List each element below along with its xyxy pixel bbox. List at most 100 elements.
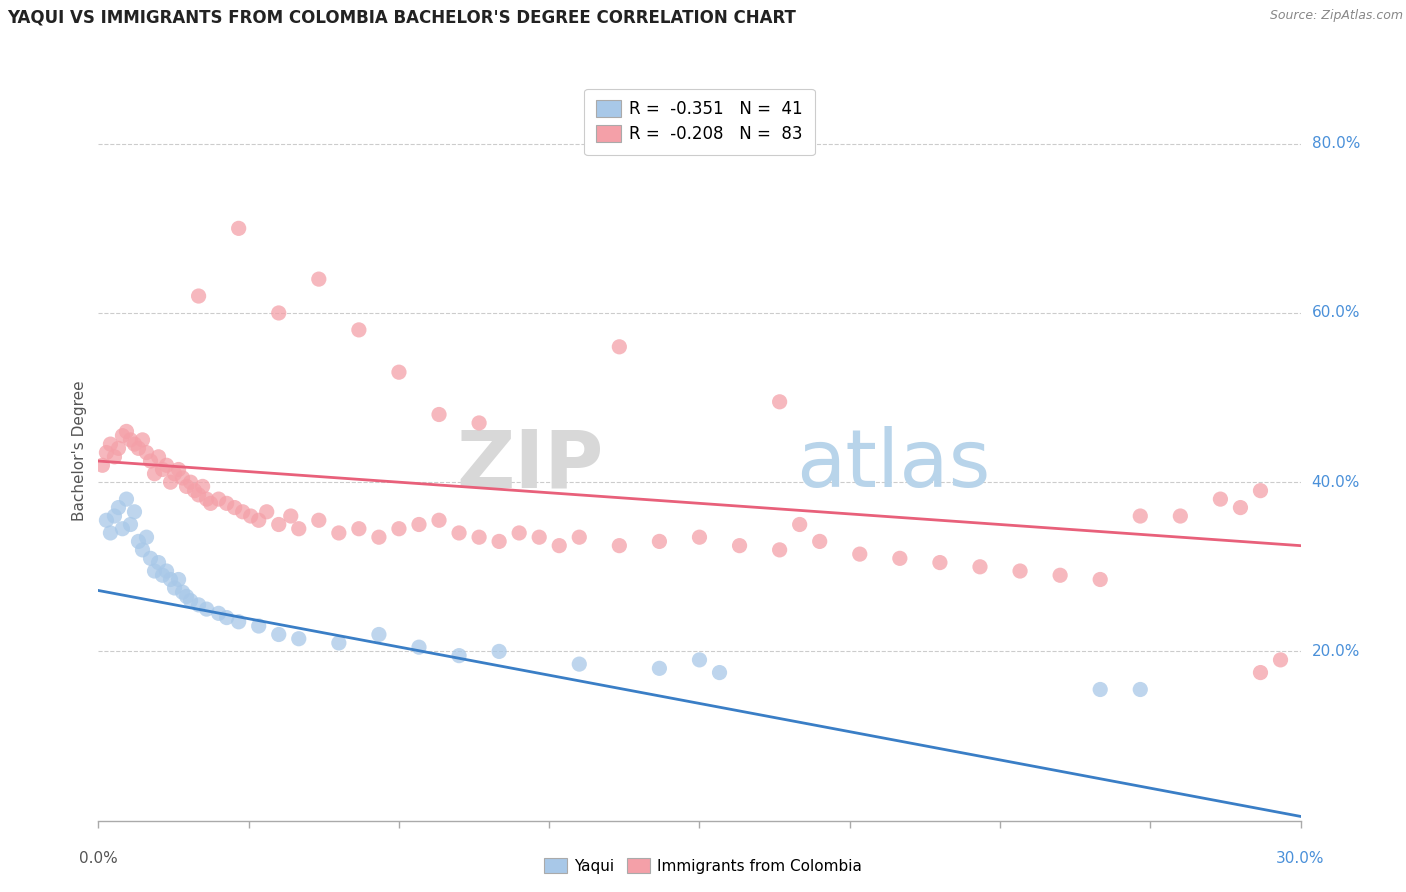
Point	[159, 475, 181, 490]
Point	[155, 564, 177, 578]
Point	[388, 522, 411, 536]
Point	[155, 458, 177, 473]
Text: 0.0%: 0.0%	[79, 851, 118, 866]
Point	[347, 323, 370, 337]
Point	[808, 534, 831, 549]
Point	[124, 505, 146, 519]
Point	[208, 492, 231, 507]
Point	[115, 492, 138, 507]
Point	[648, 534, 671, 549]
Point	[120, 517, 142, 532]
Point	[969, 559, 991, 574]
Point	[508, 525, 530, 540]
Point	[308, 272, 330, 286]
Text: YAQUI VS IMMIGRANTS FROM COLOMBIA BACHELOR'S DEGREE CORRELATION CHART: YAQUI VS IMMIGRANTS FROM COLOMBIA BACHEL…	[7, 9, 796, 27]
Point	[115, 425, 138, 439]
Point	[408, 517, 430, 532]
Point	[96, 445, 118, 459]
Point	[143, 467, 166, 481]
Point	[195, 492, 218, 507]
Point	[228, 615, 250, 629]
Point	[688, 653, 710, 667]
Point	[143, 564, 166, 578]
Point	[280, 509, 302, 524]
Point	[288, 632, 311, 646]
Point	[1010, 564, 1032, 578]
Point	[131, 542, 153, 557]
Legend: Yaqui, Immigrants from Colombia: Yaqui, Immigrants from Colombia	[537, 852, 869, 880]
Point	[1170, 509, 1192, 524]
Point	[1088, 573, 1111, 587]
Point	[180, 593, 202, 607]
Point	[91, 458, 114, 473]
Point	[159, 573, 181, 587]
Point	[131, 433, 153, 447]
Point	[889, 551, 911, 566]
Point	[191, 479, 214, 493]
Point	[267, 627, 290, 641]
Point	[180, 475, 202, 490]
Point	[139, 454, 162, 468]
Point	[200, 496, 222, 510]
Point	[568, 530, 591, 544]
Point	[163, 581, 186, 595]
Point	[120, 433, 142, 447]
Point	[488, 534, 510, 549]
Point	[176, 590, 198, 604]
Point	[1270, 653, 1292, 667]
Legend: R =  -0.351   N =  41, R =  -0.208   N =  83: R = -0.351 N = 41, R = -0.208 N = 83	[585, 88, 814, 155]
Point	[128, 442, 150, 456]
Point	[100, 525, 122, 540]
Point	[111, 522, 134, 536]
Point	[100, 437, 122, 451]
Point	[267, 306, 290, 320]
Point	[135, 445, 157, 459]
Point	[152, 568, 174, 582]
Point	[96, 513, 118, 527]
Point	[228, 221, 250, 235]
Point	[328, 636, 350, 650]
Point	[548, 539, 571, 553]
Point	[128, 534, 150, 549]
Point	[768, 542, 790, 557]
Point	[135, 530, 157, 544]
Point	[103, 450, 125, 464]
Text: 40.0%: 40.0%	[1312, 475, 1360, 490]
Point	[124, 437, 146, 451]
Point	[368, 530, 391, 544]
Point	[447, 648, 470, 663]
Point	[247, 619, 270, 633]
Point	[107, 442, 129, 456]
Point	[148, 450, 170, 464]
Point	[103, 509, 125, 524]
Point	[288, 522, 311, 536]
Point	[256, 505, 278, 519]
Point	[167, 573, 190, 587]
Point	[488, 644, 510, 658]
Point	[609, 539, 631, 553]
Point	[187, 289, 209, 303]
Point	[267, 517, 290, 532]
Point	[447, 525, 470, 540]
Point	[1049, 568, 1071, 582]
Point	[247, 513, 270, 527]
Point	[167, 462, 190, 476]
Point	[139, 551, 162, 566]
Point	[232, 505, 254, 519]
Point	[648, 661, 671, 675]
Point	[529, 530, 551, 544]
Point	[688, 530, 710, 544]
Point	[328, 525, 350, 540]
Text: 30.0%: 30.0%	[1277, 851, 1324, 866]
Point	[208, 607, 231, 621]
Point	[1209, 492, 1232, 507]
Point	[107, 500, 129, 515]
Point	[468, 530, 491, 544]
Text: 80.0%: 80.0%	[1312, 136, 1360, 152]
Point	[1088, 682, 1111, 697]
Point	[172, 471, 194, 485]
Point	[709, 665, 731, 680]
Point	[849, 547, 872, 561]
Point	[728, 539, 751, 553]
Text: 60.0%: 60.0%	[1312, 305, 1360, 320]
